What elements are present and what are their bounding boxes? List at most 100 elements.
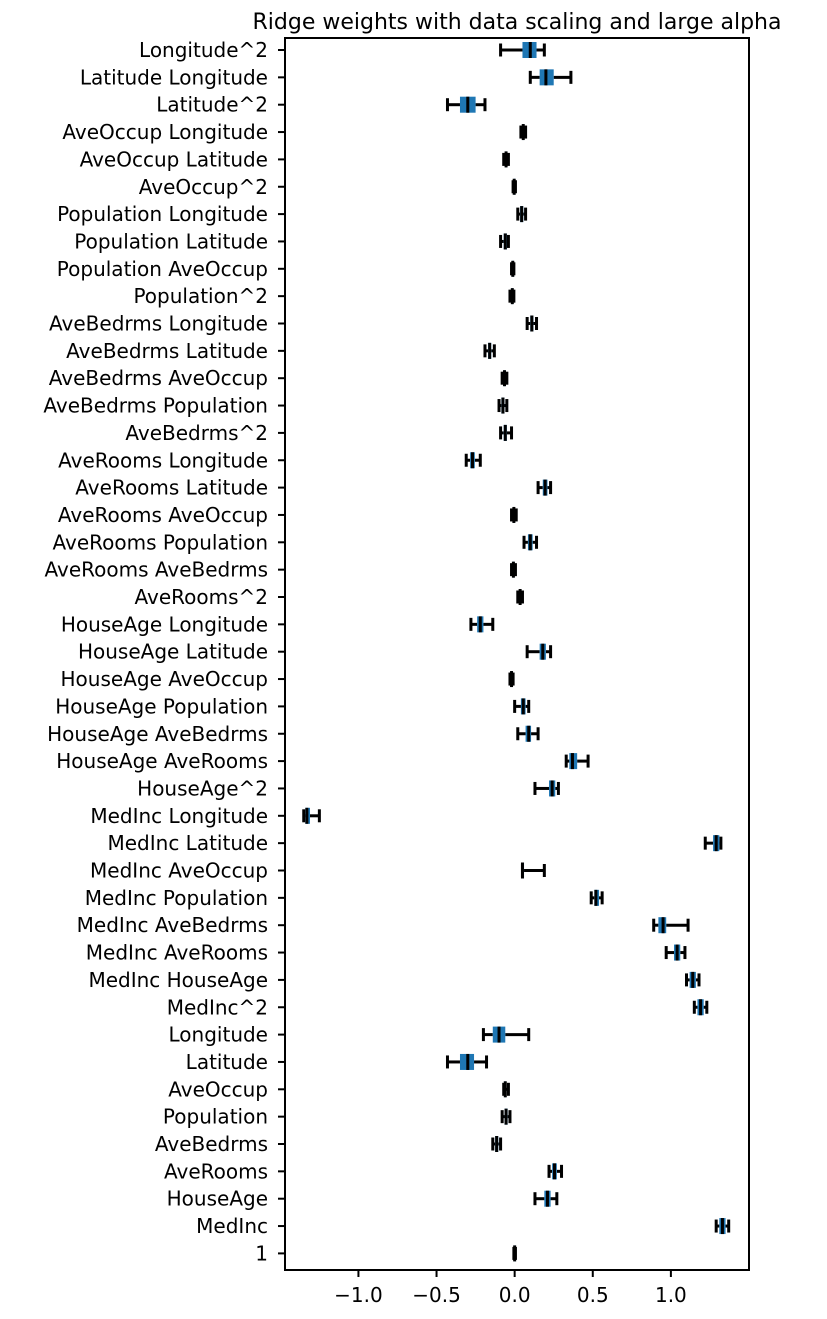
y-tick-label: HouseAge^2 [137, 776, 268, 800]
box-plot-item [516, 725, 540, 742]
y-tick-label: MedInc Latitude [108, 831, 269, 855]
y-tick-label: MedInc HouseAge [88, 968, 268, 992]
y-tick-label: Population Longitude [57, 202, 268, 226]
y-tick-label: HouseAge Latitude [78, 640, 268, 664]
box-plot-item [510, 260, 516, 277]
y-tick-label: MedInc AveOccup [90, 859, 268, 883]
y-tick-label: MedInc Longitude [90, 804, 268, 828]
box-plot-item [685, 971, 701, 988]
box-plot-item [302, 807, 321, 824]
box-plot-item [703, 835, 723, 852]
y-tick-label: AveBedrms^2 [125, 421, 268, 445]
box-plot-item [499, 424, 514, 441]
box-plot-item [483, 342, 496, 359]
y-tick-label: AveRooms AveOccup [58, 503, 268, 527]
y-tick-label: AveBedrms AveOccup [49, 366, 268, 390]
box-plot-item [692, 999, 709, 1016]
box-plot-item [508, 671, 515, 688]
y-tick-label: Latitude [186, 1050, 268, 1074]
y-tick-label: AveRooms Longitude [58, 448, 268, 472]
y-tick-label: MedInc AveBedrms [77, 913, 268, 937]
box-plot-item [533, 780, 560, 797]
box-plot-item [500, 1108, 512, 1125]
y-tick-label: AveRooms [164, 1159, 268, 1183]
box-plot-item [714, 1218, 731, 1235]
y-tick-label: AveBedrms Latitude [66, 339, 268, 363]
y-tick-label: Latitude^2 [156, 93, 268, 117]
box-plot-item [536, 479, 553, 496]
box-plot-item [445, 96, 487, 113]
chart-title: Ridge weights with data scaling and larg… [253, 10, 782, 35]
x-tick-label: 0.0 [499, 1283, 531, 1307]
box-plot-item [510, 561, 517, 578]
x-tick-label: −1.0 [334, 1283, 383, 1307]
box-plot-item [469, 616, 495, 633]
y-tick-label: AveBedrms Longitude [49, 312, 268, 336]
box-plot-item [522, 534, 539, 551]
y-tick-label: Population AveOccup [57, 257, 268, 281]
y-tick-label: AveOccup^2 [139, 175, 268, 199]
box-plot-item [513, 698, 531, 715]
box-plot-item [525, 643, 553, 660]
box-plot-item [564, 753, 590, 770]
x-tick-label: 1.0 [655, 1283, 687, 1307]
y-tick-label: AveOccup Latitude [80, 147, 268, 171]
box-plot-item [589, 889, 604, 906]
y-tick-label: HouseAge AveBedrms [47, 722, 268, 746]
box-plot-item [652, 917, 690, 934]
y-tick-label: HouseAge AveOccup [61, 667, 268, 691]
box-plot-item [481, 1026, 531, 1043]
box-plot-item [499, 42, 546, 58]
y-axis: Longitude^2 Latitude Longitude Latitude^2 A… [43, 38, 285, 1265]
y-tick-label: Longitude^2 [139, 38, 268, 62]
y-tick-label: 1 [255, 1241, 268, 1265]
y-tick-label: Longitude [169, 1023, 268, 1047]
box-plot-item [464, 452, 482, 469]
box-plot-item [508, 288, 516, 305]
y-tick-label: Population Latitude [74, 229, 268, 253]
x-axis: −1.0 −0.5 0.0 0.5 1.0 [334, 1270, 687, 1307]
box-plot-item [511, 178, 517, 195]
box-plot-item [664, 944, 687, 961]
y-tick-label: MedInc AveRooms [86, 941, 268, 965]
y-tick-label: AveOccup [168, 1077, 268, 1101]
box-plot-item [502, 151, 510, 168]
y-tick-label: AveBedrms Population [43, 394, 268, 418]
y-tick-label: MedInc [196, 1214, 268, 1238]
box-plot-item [502, 1081, 510, 1098]
box-plot-item [500, 370, 509, 387]
box-plot-item [512, 1245, 517, 1262]
box-plot-item [533, 1190, 559, 1207]
y-tick-label: Latitude Longitude [80, 65, 268, 89]
box-plot-item [499, 233, 510, 250]
plot-frame [284, 37, 750, 1271]
y-tick-label: HouseAge Longitude [61, 612, 268, 636]
y-tick-label: MedInc Population [85, 886, 268, 910]
y-tick-label: AveBedrms [155, 1132, 268, 1156]
box-plot-item [491, 1136, 503, 1152]
y-tick-label: HouseAge AveRooms [56, 749, 268, 773]
y-tick-label: AveRooms AveBedrms [44, 558, 268, 582]
x-tick-label: −0.5 [412, 1283, 461, 1307]
box-plot-item [547, 1163, 564, 1180]
box-plot-item [510, 506, 518, 523]
box-plot-item [445, 1053, 489, 1070]
box-plot-item [497, 397, 509, 414]
box-plot-item [516, 206, 528, 223]
box-plot-item [519, 124, 528, 141]
y-tick-label: Population [163, 1105, 268, 1129]
y-tick-label: Population^2 [133, 284, 268, 308]
y-tick-label: AveOccup Longitude [62, 120, 268, 144]
x-tick-label: 0.5 [577, 1283, 609, 1307]
y-tick-label: HouseAge [167, 1187, 268, 1211]
y-tick-label: HouseAge Population [55, 694, 268, 718]
box-plot-item [516, 589, 524, 605]
y-tick-label: AveRooms^2 [134, 585, 268, 609]
box-plot-item [528, 69, 573, 86]
y-tick-label: AveRooms Latitude [75, 476, 268, 500]
box-plot-item [520, 862, 546, 879]
y-tick-label: AveRooms Population [53, 530, 268, 554]
box-plot-item [525, 315, 539, 332]
box-plot-layer [302, 42, 731, 1262]
